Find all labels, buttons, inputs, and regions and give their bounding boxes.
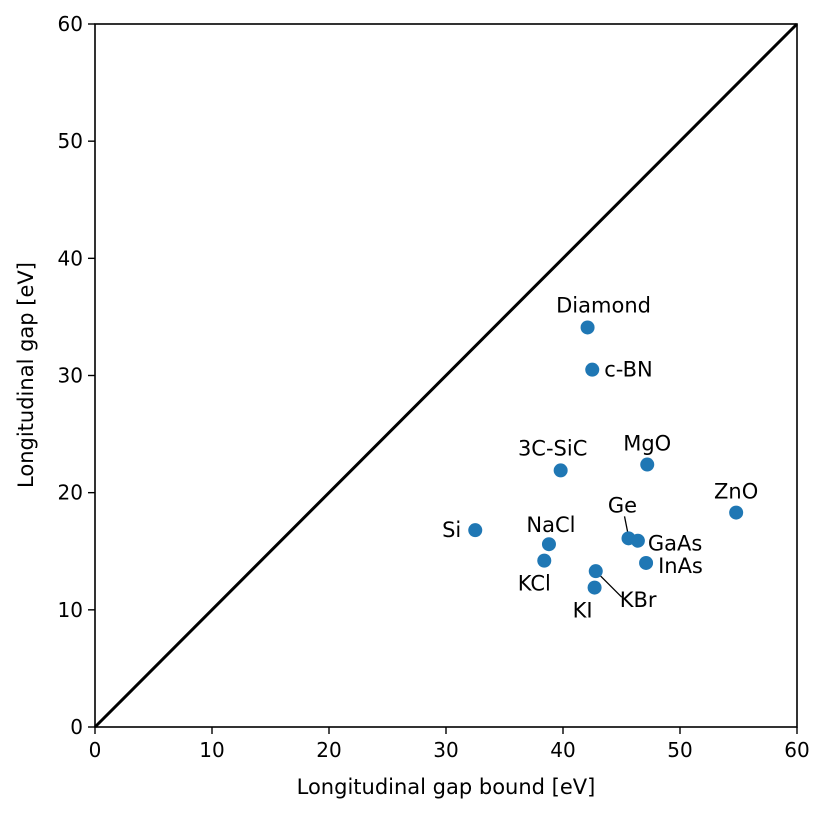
point-label-ge: Ge <box>608 493 637 517</box>
point-label-ki: KI <box>573 599 593 623</box>
point-label-3c-sic: 3C-SiC <box>518 436 587 460</box>
point-label-kcl: KCl <box>518 572 551 596</box>
x-tick-label: 10 <box>199 738 224 762</box>
y-tick-label: 0 <box>70 715 83 739</box>
x-tick-label: 20 <box>316 738 341 762</box>
identity-line <box>93 22 799 729</box>
point-label-mgo: MgO <box>623 432 671 456</box>
point-label-c-bn: c-BN <box>604 358 653 382</box>
data-point-kcl <box>537 553 552 568</box>
y-tick-label: 40 <box>58 246 83 270</box>
point-label-nacl: NaCl <box>526 513 575 537</box>
y-tick-label: 50 <box>58 129 83 153</box>
point-label-inas: InAs <box>658 554 703 578</box>
data-point-ki <box>587 580 602 595</box>
data-point-3c-sic <box>553 463 568 478</box>
data-point-c-bn <box>585 362 600 377</box>
point-label-si: Si <box>442 518 461 542</box>
data-point-nacl <box>541 537 556 552</box>
data-point-si <box>468 523 483 538</box>
y-tick-label: 30 <box>58 364 83 388</box>
x-tick-label: 40 <box>550 738 575 762</box>
data-point-zno <box>729 505 744 520</box>
data-point-diamond <box>580 320 595 335</box>
point-label-gaas: GaAs <box>648 532 702 556</box>
y-tick-label: 60 <box>58 12 83 36</box>
y-axis-label: Longitudinal gap [eV] <box>14 262 38 488</box>
y-tick-label: 10 <box>58 598 83 622</box>
point-label-kbr: KBr <box>620 588 657 612</box>
y-tick-label: 20 <box>58 481 83 505</box>
x-tick-label: 0 <box>89 738 102 762</box>
data-point-kbr <box>588 564 603 579</box>
data-point-gaas <box>630 533 645 548</box>
x-tick-label: 60 <box>784 738 809 762</box>
x-tick-label: 50 <box>667 738 692 762</box>
data-point-inas <box>639 555 654 570</box>
point-label-diamond: Diamond <box>556 293 651 317</box>
x-tick-label: 30 <box>433 738 458 762</box>
x-axis-label: Longitudinal gap bound [eV] <box>297 775 596 799</box>
point-label-zno: ZnO <box>714 480 758 504</box>
data-point-mgo <box>640 457 655 472</box>
